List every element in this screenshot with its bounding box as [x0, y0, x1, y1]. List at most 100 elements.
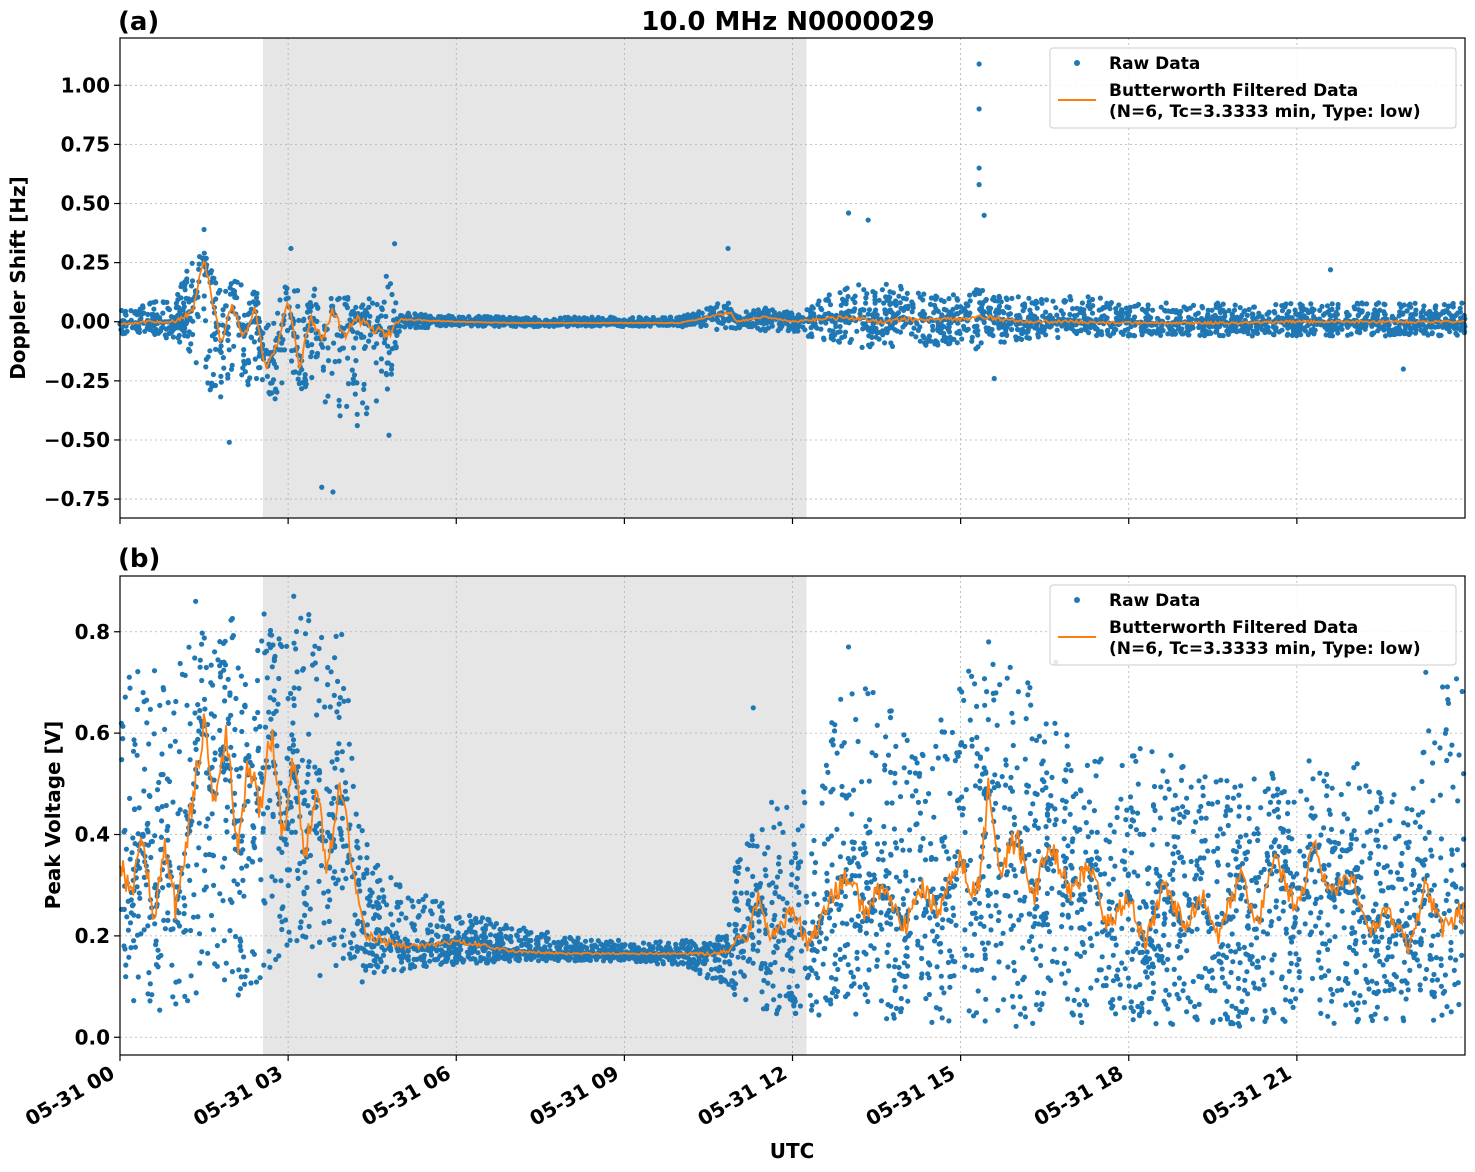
raw-data-point [280, 337, 286, 343]
raw-data-point [980, 300, 986, 306]
raw-data-point [195, 914, 201, 920]
raw-data-point [1172, 329, 1178, 335]
raw-data-point [1265, 310, 1272, 316]
raw-data-point [1445, 891, 1451, 897]
raw-data-point [1313, 896, 1320, 902]
raw-data-point [773, 884, 779, 890]
raw-data-point [1145, 881, 1151, 887]
raw-data-point [1130, 948, 1136, 955]
raw-data-point [1283, 984, 1289, 991]
y-tick-label: 1.00 [61, 73, 110, 97]
raw-data-point [1107, 301, 1113, 307]
raw-data-point [1444, 325, 1450, 331]
raw-data-point [122, 330, 128, 336]
raw-data-point [1236, 844, 1242, 850]
raw-data-point [389, 291, 395, 298]
raw-data-point [907, 769, 913, 775]
raw-data-point [1241, 308, 1247, 315]
raw-data-point [783, 312, 790, 319]
raw-data-point [1085, 294, 1091, 300]
raw-data-point [1249, 333, 1255, 339]
raw-data-point [290, 369, 296, 375]
raw-data-point [1009, 295, 1015, 301]
raw-data-point [285, 295, 291, 301]
raw-data-point [1147, 329, 1153, 335]
raw-data-point [320, 364, 326, 370]
raw-data-point [1114, 805, 1120, 811]
raw-data-point [229, 969, 235, 975]
raw-data-point [340, 927, 347, 933]
raw-data-point [1210, 975, 1216, 981]
raw-data-point [675, 315, 681, 321]
raw-data-point [345, 381, 352, 387]
raw-data-point [132, 309, 139, 315]
raw-data-point [210, 371, 216, 378]
raw-data-point [1440, 309, 1446, 315]
raw-data-point [969, 952, 975, 959]
raw-data-point [1023, 329, 1029, 335]
raw-data-point [1188, 784, 1194, 790]
raw-data-point [238, 947, 244, 954]
raw-data-point [1333, 309, 1339, 316]
raw-data-point [765, 844, 771, 851]
raw-data-point [131, 737, 137, 743]
raw-data-point [228, 744, 234, 750]
raw-data-point [880, 332, 886, 338]
raw-data-point [954, 296, 960, 302]
raw-data-point [849, 691, 855, 697]
raw-data-point [816, 298, 822, 304]
raw-data-point [1225, 794, 1231, 801]
raw-data-point [1118, 891, 1124, 898]
raw-data-point [1339, 326, 1345, 332]
raw-data-point [325, 358, 332, 364]
raw-data-point [1101, 313, 1107, 319]
raw-data-point [207, 387, 213, 393]
raw-data-point [276, 347, 282, 353]
raw-data-point [1244, 969, 1250, 975]
raw-data-point [807, 307, 813, 313]
raw-data-point [1044, 812, 1051, 819]
raw-data-point [947, 334, 953, 340]
raw-data-point [184, 702, 190, 708]
raw-data-point [186, 329, 192, 335]
raw-data-point [1351, 765, 1357, 771]
raw-data-point [1196, 324, 1202, 331]
raw-data-point [837, 329, 843, 335]
raw-data-point [976, 900, 983, 906]
raw-data-point [1180, 859, 1186, 865]
y-tick-label: 0.75 [61, 132, 110, 156]
raw-data-point [905, 963, 911, 969]
raw-data-point [218, 373, 224, 379]
raw-data-point [1370, 908, 1376, 914]
raw-data-point [361, 345, 368, 351]
raw-data-point [213, 280, 219, 286]
raw-data-point [1429, 330, 1435, 336]
raw-data-point [1363, 314, 1370, 320]
raw-data-point [769, 922, 775, 929]
raw-data-point [308, 302, 314, 308]
raw-data-point [276, 953, 282, 959]
raw-data-point [1232, 302, 1238, 308]
raw-data-point [946, 296, 952, 302]
raw-data-point [1180, 988, 1186, 994]
raw-data-point [703, 322, 709, 329]
raw-data-point [1294, 332, 1300, 338]
raw-data-point [838, 310, 845, 316]
raw-data-point [309, 349, 315, 355]
raw-data-point [240, 877, 246, 884]
raw-data-point [159, 751, 165, 757]
raw-data-point [630, 315, 636, 321]
raw-data-point [1036, 733, 1042, 739]
raw-data-point [1289, 987, 1295, 993]
raw-data-point [316, 878, 322, 885]
raw-data-point [1083, 327, 1089, 333]
raw-data-point [1135, 941, 1141, 947]
raw-data-point [170, 334, 176, 340]
raw-data-point [273, 708, 279, 714]
raw-data-point [334, 332, 340, 338]
raw-data-point [377, 877, 383, 883]
raw-data-point [1044, 770, 1050, 776]
raw-data-outlier-point [226, 439, 232, 445]
raw-data-point [1150, 989, 1157, 995]
raw-data-point [1214, 833, 1220, 839]
